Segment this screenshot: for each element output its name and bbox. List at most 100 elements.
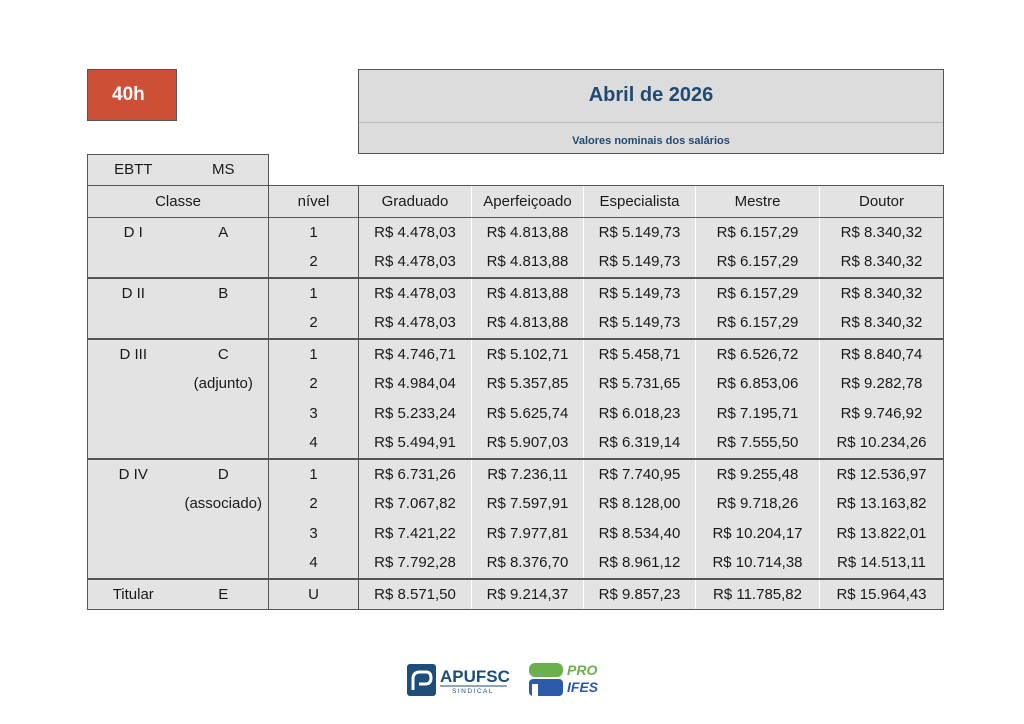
- salary-cell: R$ 4.746,71: [358, 337, 472, 369]
- column-header-aperfeicoado: Aperfeiçoado: [471, 184, 584, 218]
- table-row: (adjunto) 2 R$ 4.984,04 R$ 5.357,85 R$ 5.731…: [87, 369, 944, 399]
- salary-cell: R$ 7.421,22: [358, 518, 472, 548]
- salary-cell: R$ 5.102,71: [471, 337, 584, 369]
- salary-cell: R$ 9.746,92: [819, 398, 944, 428]
- salary-cell: R$ 4.813,88: [471, 308, 584, 339]
- salary-cell: R$ 5.494,91: [358, 428, 472, 459]
- ms-class-cell: [178, 518, 269, 548]
- ms-class-cell: [178, 308, 269, 339]
- hours-label: 40h: [112, 84, 145, 105]
- salary-cell: R$ 9.255,48: [695, 457, 820, 489]
- salary-cell: R$ 8.340,32: [819, 247, 944, 278]
- ebtt-class-cell: [87, 308, 179, 339]
- salary-cell: R$ 8.840,74: [819, 337, 944, 369]
- salary-cell: R$ 4.813,88: [471, 247, 584, 278]
- salary-cell: R$ 5.357,85: [471, 369, 584, 399]
- ebtt-class-cell: D I: [87, 217, 179, 247]
- salary-cell: R$ 8.340,32: [819, 308, 944, 339]
- salary-cell: R$ 6.731,26: [358, 457, 472, 489]
- salary-cell: R$ 6.319,14: [583, 428, 696, 459]
- salary-cell: R$ 8.128,00: [583, 489, 696, 519]
- salary-cell: R$ 9.718,26: [695, 489, 820, 519]
- salary-cell: R$ 6.157,29: [695, 247, 820, 278]
- salary-cell: R$ 8.340,32: [819, 276, 944, 308]
- nivel-cell: 1: [268, 217, 359, 247]
- nivel-cell: 1: [268, 457, 359, 489]
- salary-cell: R$ 4.478,03: [358, 276, 472, 308]
- salary-cell: R$ 9.214,37: [471, 577, 584, 610]
- ebtt-class-cell: [87, 489, 179, 519]
- proifes-top: PRO: [567, 662, 597, 678]
- salary-cell: R$ 6.157,29: [695, 276, 820, 308]
- salary-cell: R$ 10.204,17: [695, 518, 820, 548]
- column-header-doutor: Doutor: [819, 184, 944, 218]
- table-row: D III C 1 R$ 4.746,71 R$ 5.102,71 R$ 5.458,71…: [87, 337, 944, 369]
- salary-cell: R$ 7.555,50: [695, 428, 820, 459]
- salary-cell: R$ 11.785,82: [695, 577, 820, 610]
- salary-cell: R$ 5.458,71: [583, 337, 696, 369]
- column-header-especialista: Especialista: [583, 184, 696, 218]
- salary-cell: R$ 9.282,78: [819, 369, 944, 399]
- apufsc-logo: APUFSC SINDICAL: [407, 664, 510, 696]
- salary-cell: R$ 7.977,81: [471, 518, 584, 548]
- salary-cell: R$ 14.513,11: [819, 548, 944, 579]
- salary-table: EBTT MS Classe nível Graduado Aperfeiçoa…: [87, 154, 944, 610]
- salary-cell: R$ 7.067,82: [358, 489, 472, 519]
- apufsc-name: APUFSC: [440, 667, 510, 686]
- header-divider: [359, 122, 943, 123]
- column-header-nivel: nível: [268, 184, 359, 218]
- career-label-ms: MS: [178, 154, 269, 186]
- salary-cell: R$ 7.236,11: [471, 457, 584, 489]
- ms-class-cell: D: [178, 457, 269, 489]
- table-row: 3 R$ 5.233,24 R$ 5.625,74 R$ 6.018,23 R$ 7.1…: [87, 398, 944, 428]
- ms-class-cell: [178, 247, 269, 278]
- salary-cell: R$ 5.907,03: [471, 428, 584, 459]
- ebtt-class-cell: [87, 369, 179, 399]
- salary-cell: R$ 5.149,73: [583, 308, 696, 339]
- nivel-cell: U: [268, 577, 359, 610]
- salary-cell: R$ 7.195,71: [695, 398, 820, 428]
- salary-cell: R$ 6.018,23: [583, 398, 696, 428]
- nivel-cell: 4: [268, 428, 359, 459]
- salary-cell: R$ 8.961,12: [583, 548, 696, 579]
- salary-cell: R$ 4.984,04: [358, 369, 472, 399]
- salary-cell: R$ 13.822,01: [819, 518, 944, 548]
- ms-class-cell: (adjunto): [178, 369, 269, 399]
- ms-class-cell: A: [178, 217, 269, 247]
- nivel-cell: 2: [268, 247, 359, 278]
- table-row: 4 R$ 7.792,28 R$ 8.376,70 R$ 8.961,12 R$ 10.…: [87, 548, 944, 579]
- ebtt-class-cell: D IV: [87, 457, 179, 489]
- nivel-cell: 3: [268, 518, 359, 548]
- salary-cell: R$ 6.157,29: [695, 308, 820, 339]
- nivel-cell: 1: [268, 276, 359, 308]
- ebtt-class-cell: Titular: [87, 577, 179, 610]
- salary-cell: R$ 6.157,29: [695, 217, 820, 247]
- table-row: 4 R$ 5.494,91 R$ 5.907,03 R$ 6.319,14 R$ 7.5…: [87, 428, 944, 459]
- ebtt-class-cell: [87, 428, 179, 459]
- page-title: Abril de 2026: [588, 84, 714, 106]
- salary-cell: R$ 4.478,03: [358, 217, 472, 247]
- ms-class-cell: B: [178, 276, 269, 308]
- salary-cell: R$ 5.625,74: [471, 398, 584, 428]
- salary-cell: R$ 15.964,43: [819, 577, 944, 610]
- table-row: D II B 1 R$ 4.478,03 R$ 4.813,88 R$ 5.149,73 R…: [87, 276, 944, 308]
- column-header-classe: Classe: [87, 185, 269, 218]
- salary-cell: R$ 5.149,73: [583, 217, 696, 247]
- ms-class-cell: E: [178, 577, 269, 610]
- nivel-cell: 3: [268, 398, 359, 428]
- table-row: 2 R$ 4.478,03 R$ 4.813,88 R$ 5.149,73 R$ 6.1…: [87, 247, 944, 278]
- salary-cell: R$ 7.597,91: [471, 489, 584, 519]
- salary-cell: R$ 7.740,95: [583, 457, 696, 489]
- page-subtitle: Valores nominais dos salários: [572, 135, 730, 147]
- hours-badge: 40h: [87, 69, 177, 121]
- ms-class-cell: [178, 548, 269, 579]
- salary-cell: R$ 13.163,82: [819, 489, 944, 519]
- salary-cell: R$ 5.731,65: [583, 369, 696, 399]
- footer-logos: APUFSC SINDICAL PRO IFES: [407, 662, 599, 696]
- table-row: (associado) 2 R$ 7.067,82 R$ 7.597,91 R$ 8.1…: [87, 489, 944, 519]
- table-row: D I A 1 R$ 4.478,03 R$ 4.813,88 R$ 5.149,73 R$…: [87, 217, 944, 247]
- salary-cell: R$ 5.149,73: [583, 276, 696, 308]
- ebtt-class-cell: [87, 548, 179, 579]
- salary-cell: R$ 10.234,26: [819, 428, 944, 459]
- column-header-graduado: Graduado: [358, 184, 472, 218]
